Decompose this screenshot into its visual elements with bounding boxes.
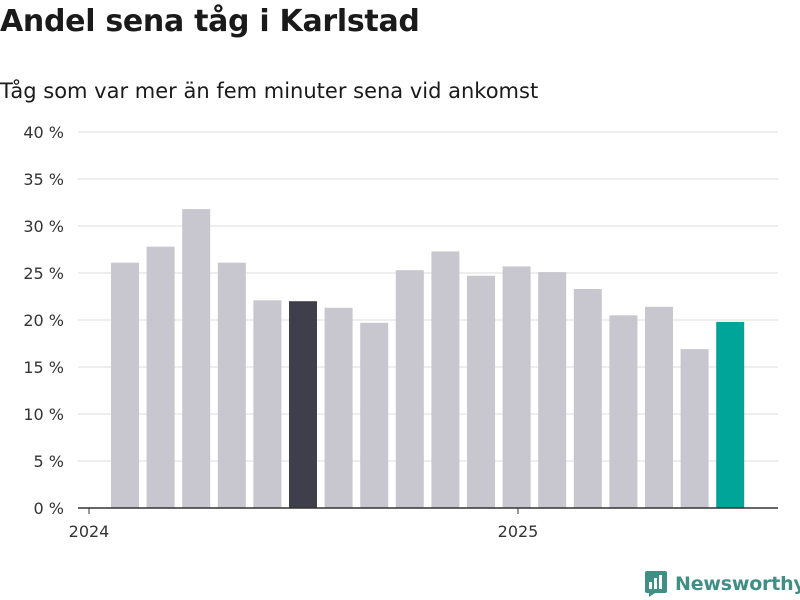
bar (360, 322, 389, 508)
x-tick-label: 2024 (69, 522, 110, 541)
bar (253, 300, 282, 508)
y-tick-label: 0 % (34, 499, 64, 518)
y-tick-label: 5 % (34, 452, 64, 471)
bar (502, 266, 531, 508)
chart-subtitle: Tåg som var mer än fem minuter sena vid … (0, 79, 539, 103)
y-tick-label: 30 % (23, 217, 64, 236)
y-tick-label: 40 % (23, 123, 64, 142)
y-tick-label: 25 % (23, 264, 64, 283)
bar (217, 262, 246, 508)
x-tick-label: 2025 (498, 522, 539, 541)
bar (289, 301, 317, 508)
y-tick-label: 10 % (23, 405, 64, 424)
y-tick-label: 35 % (23, 170, 64, 189)
bar (645, 306, 673, 508)
y-tick-label: 15 % (23, 358, 64, 377)
bar (395, 270, 424, 508)
bar (146, 246, 175, 508)
bar (680, 349, 709, 508)
bar (538, 272, 567, 508)
bar (111, 262, 139, 508)
bar (573, 289, 602, 508)
y-tick-label: 20 % (23, 311, 64, 330)
bar (716, 321, 745, 508)
brand-name: Newsworthy (675, 573, 800, 595)
bar (609, 315, 638, 508)
brand-logo: Newsworthy (644, 570, 800, 598)
newsworthy-logo-icon (645, 571, 667, 597)
bar (182, 209, 211, 508)
bar (324, 307, 353, 508)
bar (431, 251, 460, 508)
chart-title: Andel sena tåg i Karlstad (0, 4, 420, 39)
bar (467, 275, 495, 508)
